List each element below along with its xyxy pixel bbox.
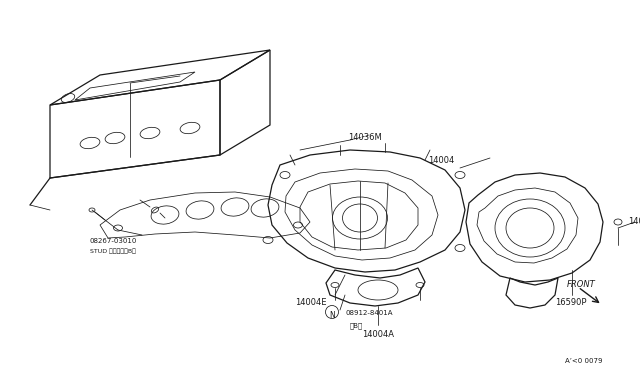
Text: 16590P: 16590P xyxy=(555,298,586,307)
Text: 14004E: 14004E xyxy=(295,298,326,307)
Text: N: N xyxy=(329,311,335,321)
Text: 14036M: 14036M xyxy=(348,133,381,142)
Text: 14004: 14004 xyxy=(428,156,454,165)
Text: 08267-03010: 08267-03010 xyxy=(90,238,138,244)
Text: A’<0 0079: A’<0 0079 xyxy=(565,358,602,364)
Text: （B）: （B） xyxy=(350,322,364,328)
Text: 08912-8401A: 08912-8401A xyxy=(345,310,392,316)
Text: FRONT: FRONT xyxy=(567,280,596,289)
Text: STUD スタッド（B）: STUD スタッド（B） xyxy=(90,248,136,254)
Text: 14004A: 14004A xyxy=(362,330,394,339)
Text: 14002B: 14002B xyxy=(628,218,640,227)
